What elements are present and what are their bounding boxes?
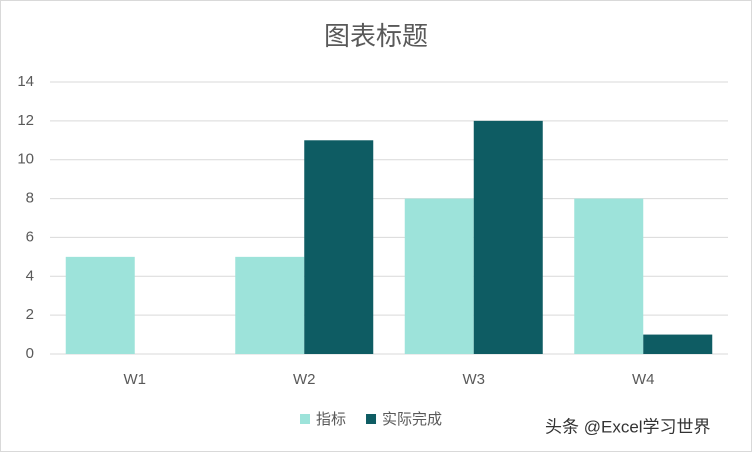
legend-label: 实际完成 — [382, 411, 442, 428]
y-tick-label: 14 — [17, 73, 34, 90]
bar — [304, 140, 374, 354]
y-tick-label: 8 — [26, 190, 34, 207]
x-tick-label: W1 — [124, 371, 147, 388]
y-tick-label: 2 — [26, 306, 34, 323]
x-tick-label: W2 — [293, 371, 316, 388]
bar — [643, 334, 713, 354]
legend-swatch — [366, 414, 377, 424]
y-tick-label: 10 — [17, 151, 34, 168]
y-tick-label: 6 — [26, 228, 34, 245]
x-tick-label: W4 — [632, 371, 655, 388]
legend-label: 指标 — [316, 411, 346, 428]
bar — [404, 198, 474, 354]
y-tick-label: 0 — [26, 345, 34, 362]
y-tick-label: 4 — [26, 267, 34, 284]
x-tick-label: W3 — [463, 371, 486, 388]
bar — [235, 256, 305, 354]
legend-swatch — [300, 414, 310, 424]
chart-title: 图表标题 — [324, 21, 428, 51]
watermark: 头条 @Excel学习世界 — [545, 417, 711, 436]
bar — [473, 120, 543, 354]
y-tick-label: 12 — [17, 112, 34, 129]
bar — [574, 198, 644, 354]
bar — [65, 256, 135, 354]
